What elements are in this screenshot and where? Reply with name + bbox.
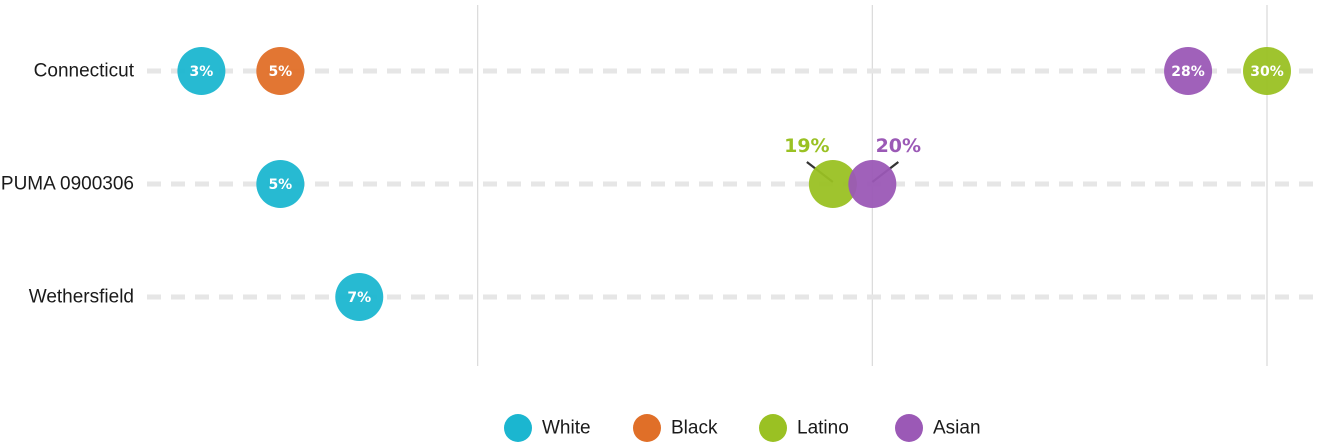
row-label: PUMA 0900306 — [1, 174, 134, 195]
data-point-asian — [848, 160, 897, 208]
data-points: 3% 5% 7% 5% 30% 19% 28% 20% — [177, 47, 1291, 321]
row-label: Connecticut — [34, 61, 135, 82]
data-point-white — [335, 273, 384, 321]
legend-swatch-white — [504, 414, 532, 442]
data-point-asian — [1164, 47, 1213, 95]
legend-label-white: White — [542, 418, 591, 439]
data-label-white: 7% — [347, 290, 371, 306]
data-label-latino: 30% — [1250, 64, 1284, 80]
legend-label-asian: Asian — [933, 418, 981, 439]
data-label-asian: 20% — [876, 135, 921, 157]
data-point-white — [256, 160, 305, 208]
legend: White Black Latino Asian — [504, 414, 981, 442]
legend-swatch-black — [633, 414, 661, 442]
data-point-latino — [808, 160, 857, 208]
data-label-latino: 19% — [784, 135, 829, 157]
legend-swatch-latino — [759, 414, 787, 442]
data-label-white: 5% — [268, 177, 292, 193]
legend-label-black: Black — [671, 418, 718, 439]
data-label-asian: 28% — [1171, 64, 1205, 80]
data-point-black — [256, 47, 305, 95]
row-lines — [147, 68, 1315, 300]
row-labels: Connecticut PUMA 0900306 Wethersfield — [1, 61, 135, 308]
legend-label-latino: Latino — [797, 418, 849, 439]
data-point-white — [177, 47, 226, 95]
legend-swatch-asian — [895, 414, 923, 442]
data-label-white: 3% — [190, 64, 214, 80]
data-label-black: 5% — [268, 64, 292, 80]
data-point-latino — [1243, 47, 1291, 95]
row-label: Wethersfield — [29, 287, 134, 308]
